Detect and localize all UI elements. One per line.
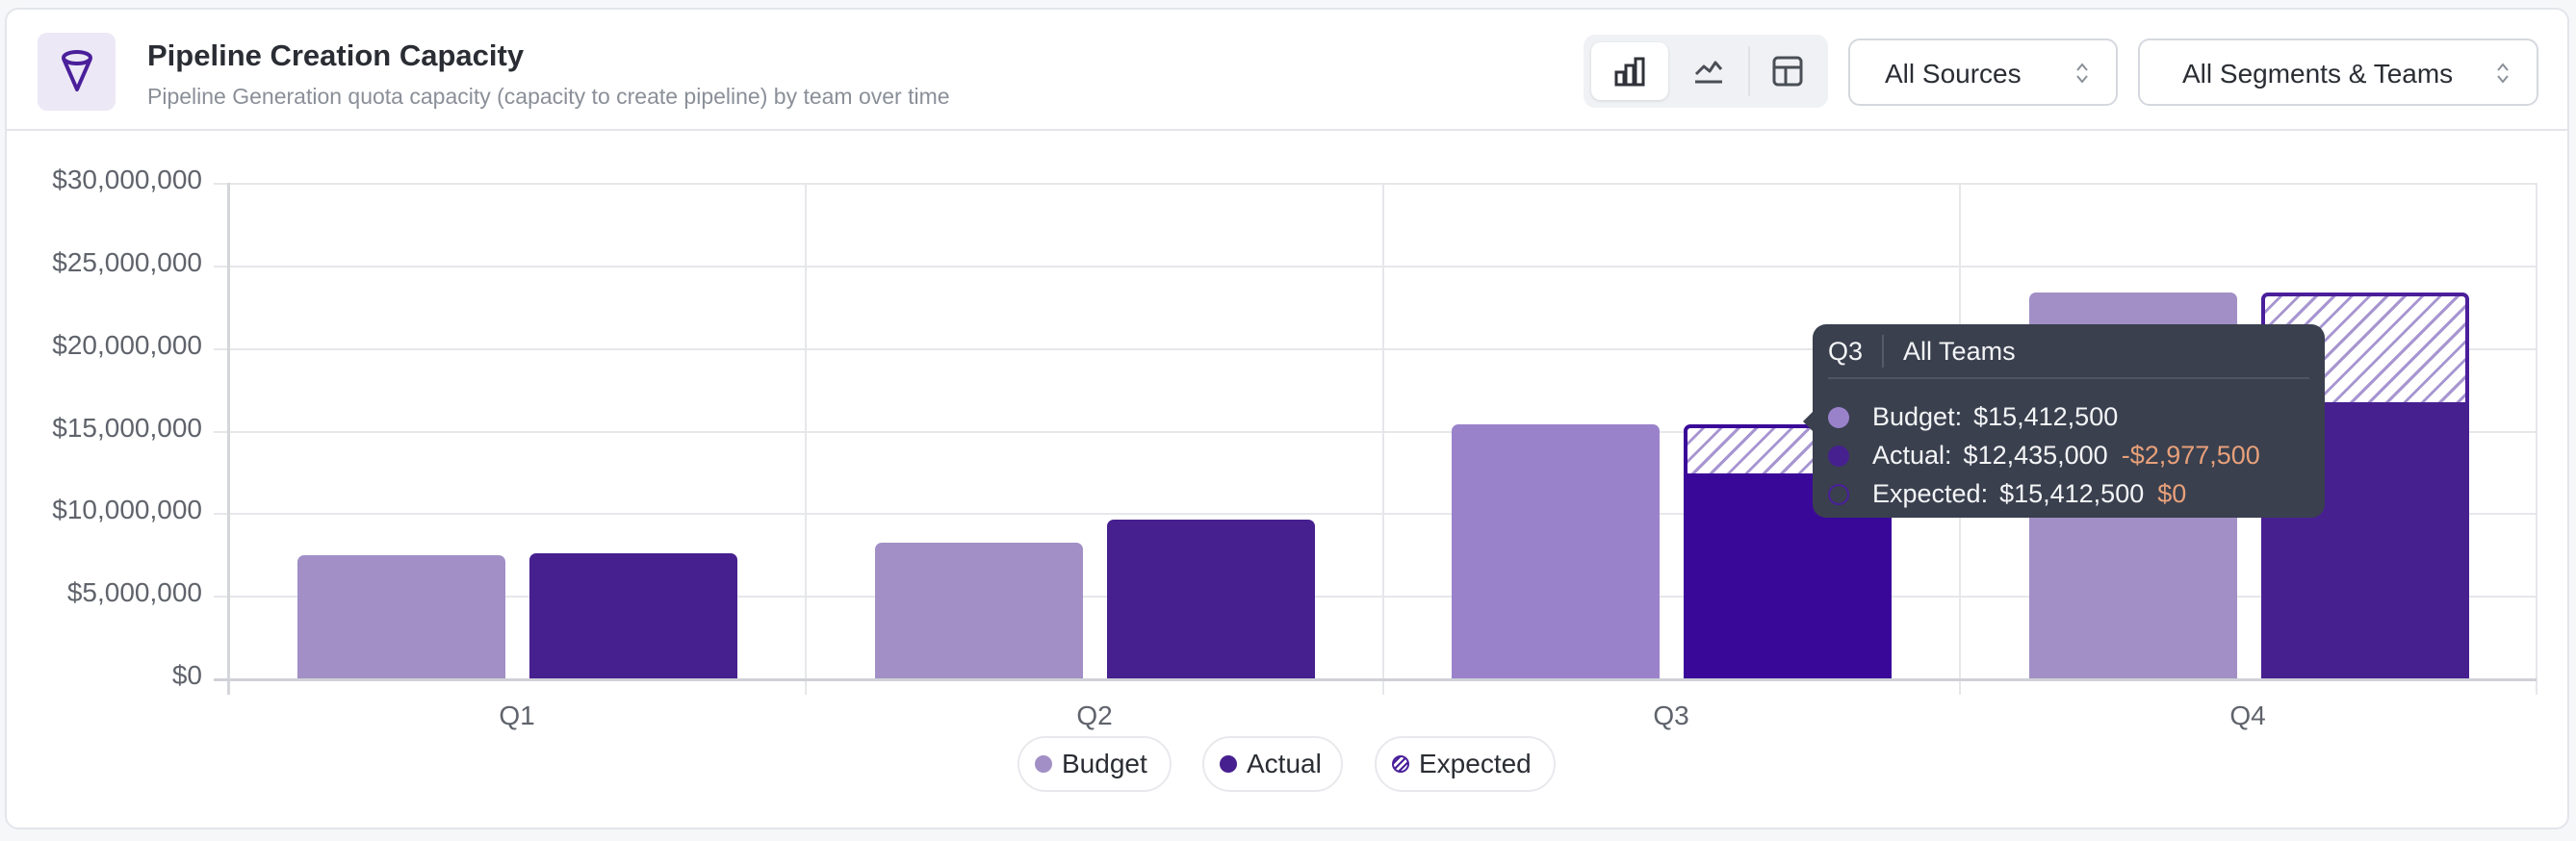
tooltip-quarter: Q3 [1828,336,1864,366]
y-tick-label: $15,000,000 [52,413,202,443]
y-tick-label: $25,000,000 [52,247,202,277]
actual-dot-icon [1828,445,1849,467]
chart-view-toggle [1584,35,1828,108]
actual-dot-icon [1220,755,1237,773]
source-select-value: All Sources [1885,59,2022,89]
tooltip-row-expected: Expected: $15,412,500 $0 [1828,479,2186,509]
tooltip-row-budget: Budget: $15,412,500 [1828,402,2118,432]
tooltip-header: Q3 All Teams [1828,334,2016,369]
segment-select-value: All Segments & Teams [2182,59,2454,89]
tooltip-delta: -$2,977,500 [2121,441,2260,470]
bar-chart-icon [1614,57,1645,87]
funnel-cone-icon [38,33,116,111]
line-chart-view-button[interactable] [1670,42,1747,100]
gridline [214,348,2537,350]
chevron-up-down-icon [2076,63,2088,84]
budget-dot-icon [1035,755,1052,773]
tooltip-divider [1828,377,2309,379]
legend-label: Actual [1247,749,1322,778]
tooltip-value: $15,412,500 [1973,402,2119,431]
card-title: Pipeline Creation Capacity [147,38,525,72]
segment-team-select[interactable]: All Segments & Teams [2138,38,2538,106]
x-axis [214,678,2537,681]
x-tick-label: Q2 [1076,701,1113,730]
card-subtitle: Pipeline Generation quota capacity (capa… [147,84,950,109]
category-divider [1382,183,1384,695]
y-tick-label: $10,000,000 [52,495,202,524]
expected-ring-icon [1828,483,1849,505]
x-tick-label: Q1 [499,701,535,730]
budget-dot-icon [1828,406,1849,428]
tooltip-label: Budget: [1872,402,1963,431]
legend-label: Expected [1419,749,1532,778]
line-chart-icon [1694,61,1723,84]
legend-expected[interactable]: Expected [1375,736,1556,792]
tooltip-value: $12,435,000 [1963,441,2108,470]
bar-budget-q3[interactable] [1452,424,1660,679]
legend-actual[interactable]: Actual [1202,736,1343,792]
x-tick-label: Q3 [1653,701,1689,730]
tooltip-separator [1882,335,1885,368]
card-header: Pipeline Creation Capacity Pipeline Gene… [7,10,2567,131]
tooltip-label: Actual: [1872,441,1952,470]
gridline [214,513,2537,515]
chevron-up-down-icon [2497,63,2509,84]
tooltip-scope: All Teams [1903,336,2016,366]
y-tick-label: $5,000,000 [66,577,202,607]
tooltip-row-actual: Actual: $12,435,000 -$2,977,500 [1828,441,2260,471]
gridline [214,596,2537,598]
chart-tooltip: Q3 All Teams Budget: $15,412,500 Actual:… [1803,324,2325,518]
bar-chart-view-button[interactable] [1591,42,1668,100]
table-view-button[interactable] [1753,42,1822,100]
tooltip-delta: $0 [2157,479,2187,508]
tooltip-value: $15,412,500 [1999,479,2145,508]
gridline [214,431,2537,433]
toggle-divider [1748,46,1750,96]
hatched-dot-icon [1392,755,1409,773]
bar-actual-q2[interactable] [1107,520,1315,679]
bar-budget-q2[interactable] [875,543,1083,679]
bar-actual-q1[interactable] [529,553,737,679]
y-tick-label: $0 [171,660,202,690]
x-tick-label: Q4 [2229,701,2266,730]
source-select[interactable]: All Sources [1848,38,2118,106]
category-divider [805,183,807,695]
gridline [214,266,2537,268]
y-axis [227,183,230,695]
legend-budget[interactable]: Budget [1018,736,1172,792]
category-divider [2536,183,2537,695]
bar-budget-q1[interactable] [297,555,505,679]
y-tick-label: $20,000,000 [52,330,202,360]
legend-label: Budget [1062,749,1147,778]
table-icon [1772,56,1803,87]
gridline [214,183,2537,185]
y-tick-label: $30,000,000 [52,165,202,194]
tooltip-label: Expected: [1872,479,1989,508]
